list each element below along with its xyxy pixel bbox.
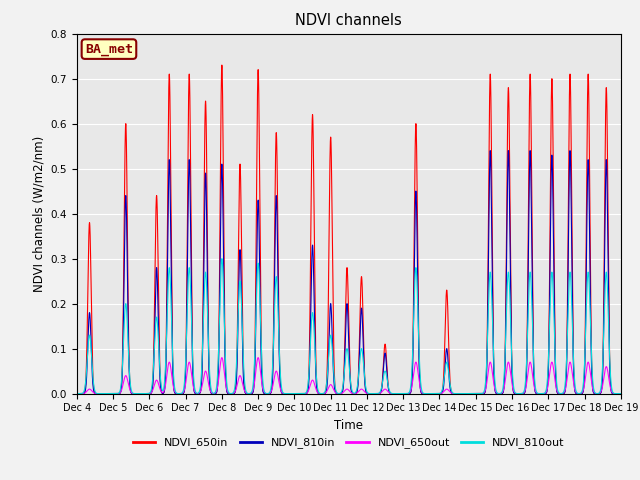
Legend: NDVI_650in, NDVI_810in, NDVI_650out, NDVI_810out: NDVI_650in, NDVI_810in, NDVI_650out, NDV… xyxy=(129,433,569,453)
Title: NDVI channels: NDVI channels xyxy=(296,13,402,28)
X-axis label: Time: Time xyxy=(334,419,364,432)
Y-axis label: NDVI channels (W/m2/nm): NDVI channels (W/m2/nm) xyxy=(32,135,45,292)
Text: BA_met: BA_met xyxy=(85,43,133,56)
